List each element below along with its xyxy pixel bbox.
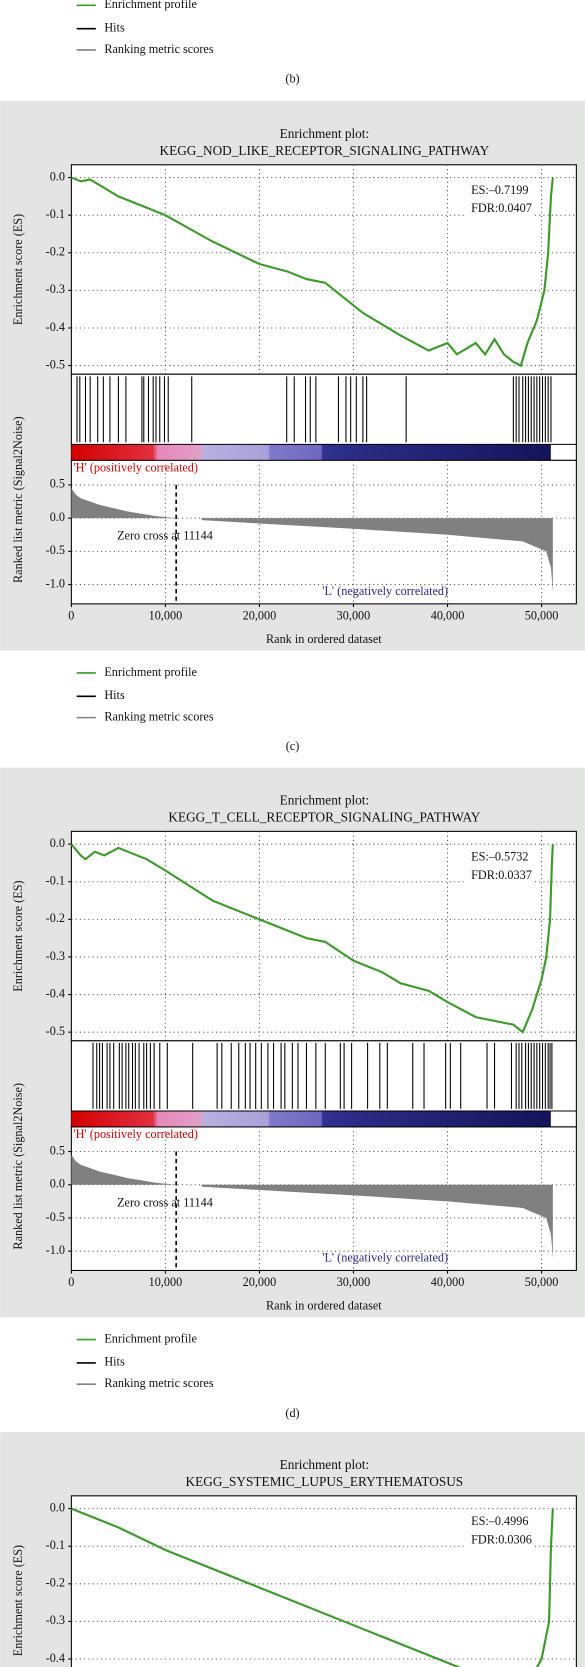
- y-tick-label: -0.5: [46, 1210, 65, 1224]
- x-tick-label: 0: [68, 1275, 74, 1289]
- y-tick-label: 0.5: [50, 1143, 65, 1157]
- legend-label: Hits: [104, 21, 125, 35]
- y-axis-label: Ranked list metric (Signal2Noise): [11, 1083, 25, 1250]
- negative-label: 'L' (negatively correlated): [322, 1251, 448, 1265]
- y-tick-label: -0.4: [46, 320, 65, 334]
- chart-subtitle: KEGG_T_CELL_RECEPTOR_SIGNALING_PATHWAY: [168, 810, 480, 825]
- positive-label: 'H' (positively correlated): [73, 1127, 198, 1141]
- y-axis-label: Ranked list metric (Signal2Noise): [11, 416, 25, 583]
- y-tick-label: -0.2: [46, 245, 65, 259]
- es-annotation: ES:–0.7199: [471, 183, 528, 197]
- x-tick-label: 10,000: [149, 608, 183, 622]
- legend-label: Ranking metric scores: [104, 709, 214, 723]
- figure-caption: (c): [286, 739, 300, 753]
- y-tick-label: -0.5: [46, 1024, 65, 1038]
- zero-cross-label: Zero cross at 11144: [117, 1195, 213, 1209]
- y-tick-label: -0.3: [46, 949, 65, 963]
- y-tick-label: 0.0: [50, 1500, 65, 1514]
- x-tick-label: 50,000: [525, 608, 559, 622]
- y-tick-label: -0.2: [46, 1576, 65, 1590]
- es-annotation: ES:–0.4996: [471, 1514, 528, 1528]
- annotation-background: [465, 1512, 534, 1549]
- x-axis-label: Rank in ordered dataset: [266, 1298, 382, 1312]
- x-tick-label: 20,000: [243, 1275, 277, 1289]
- legend-label: Ranking metric scores: [104, 42, 214, 56]
- y-tick-label: -0.1: [46, 207, 65, 221]
- x-axis-label: Rank in ordered dataset: [266, 632, 382, 646]
- x-tick-label: 20,000: [243, 608, 277, 622]
- x-tick-label: 30,000: [337, 1275, 371, 1289]
- y-tick-label: -0.1: [46, 1538, 65, 1552]
- figure-caption: (b): [285, 72, 299, 86]
- y-tick-label: -1.0: [46, 576, 65, 590]
- es-annotation: ES:–0.5732: [471, 850, 528, 864]
- y-tick-label: 0.0: [50, 510, 65, 524]
- color-bar: [71, 1110, 551, 1127]
- figure-caption: (d): [285, 1406, 299, 1420]
- chart-title: Enrichment plot:: [280, 793, 370, 808]
- enrichment-profile: [70, 843, 554, 1034]
- annotation-background: [465, 848, 534, 885]
- enrichment-profile: [70, 176, 554, 368]
- negative-label: 'L' (negatively correlated): [322, 584, 448, 598]
- annotation-background: [465, 181, 534, 218]
- legend-label: Enrichment profile: [104, 1331, 197, 1345]
- y-tick-label: 0.0: [50, 1177, 65, 1191]
- y-tick-label: -0.2: [46, 911, 65, 925]
- x-tick-label: 10,000: [149, 1275, 183, 1289]
- fdr-annotation: FDR:0.0407: [471, 201, 532, 215]
- x-tick-label: 50,000: [525, 1275, 559, 1289]
- chart-subtitle: KEGG_SYSTEMIC_LUPUS_ERYTHEMATOSUS: [186, 1474, 464, 1489]
- legend-label: Enrichment profile: [104, 665, 197, 679]
- color-bar: [71, 444, 551, 461]
- y-tick-label: 0.5: [50, 477, 65, 491]
- legend-label: Hits: [104, 1355, 125, 1369]
- chart-title: Enrichment plot:: [280, 126, 370, 141]
- positive-label: 'H' (positively correlated): [73, 461, 198, 475]
- x-tick-label: 40,000: [431, 608, 465, 622]
- x-tick-label: 30,000: [337, 608, 371, 622]
- x-tick-label: 40,000: [431, 1275, 465, 1289]
- y-tick-label: -0.5: [46, 357, 65, 371]
- y-tick-label: -0.3: [46, 282, 65, 296]
- y-axis-label: Enrichment score (ES): [11, 214, 25, 325]
- legend-label: Ranking metric scores: [104, 1376, 214, 1390]
- y-tick-label: -0.4: [46, 1651, 65, 1665]
- chart-subtitle: KEGG_NOD_LIKE_RECEPTOR_SIGNALING_PATHWAY: [160, 143, 490, 158]
- x-tick-label: 0: [68, 608, 74, 622]
- y-tick-label: 0.0: [50, 836, 65, 850]
- zero-cross-label: Zero cross at 11144: [117, 529, 213, 543]
- legend-label: Hits: [104, 688, 125, 702]
- legend-label: Enrichment profile: [104, 0, 197, 11]
- y-tick-label: 0.0: [50, 169, 65, 183]
- fdr-annotation: FDR:0.0306: [471, 1532, 532, 1546]
- y-axis-label: Enrichment score (ES): [11, 880, 25, 991]
- y-tick-label: -0.1: [46, 874, 65, 888]
- enrichment-profile: [70, 1507, 554, 1667]
- y-tick-label: -0.5: [46, 543, 65, 557]
- y-tick-label: -0.4: [46, 986, 65, 1000]
- fdr-annotation: FDR:0.0337: [471, 868, 532, 882]
- chart-title: Enrichment plot:: [280, 1457, 370, 1472]
- y-tick-label: -1.0: [46, 1243, 65, 1257]
- y-axis-label: Enrichment score (ES): [11, 1545, 25, 1656]
- y-tick-label: -0.3: [46, 1613, 65, 1627]
